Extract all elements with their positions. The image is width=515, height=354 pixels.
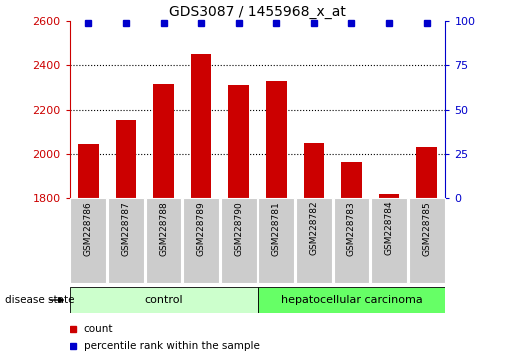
Bar bbox=[334, 198, 369, 283]
Text: GSM228787: GSM228787 bbox=[122, 201, 130, 256]
Text: GSM228790: GSM228790 bbox=[234, 201, 243, 256]
Text: GSM228788: GSM228788 bbox=[159, 201, 168, 256]
Bar bbox=[416, 147, 437, 198]
Bar bbox=[146, 198, 181, 283]
Text: percentile rank within the sample: percentile rank within the sample bbox=[84, 341, 260, 351]
Text: GSM228784: GSM228784 bbox=[385, 201, 393, 256]
Bar bbox=[266, 81, 287, 198]
Bar bbox=[221, 198, 256, 283]
Bar bbox=[379, 194, 400, 198]
Bar bbox=[371, 198, 407, 283]
Text: GSM228785: GSM228785 bbox=[422, 201, 431, 256]
Bar bbox=[296, 198, 332, 283]
Text: count: count bbox=[84, 324, 113, 333]
Bar bbox=[341, 162, 362, 198]
Text: GSM228783: GSM228783 bbox=[347, 201, 356, 256]
Bar bbox=[228, 85, 249, 198]
Text: hepatocellular carcinoma: hepatocellular carcinoma bbox=[281, 295, 422, 305]
Title: GDS3087 / 1455968_x_at: GDS3087 / 1455968_x_at bbox=[169, 5, 346, 19]
Text: control: control bbox=[144, 295, 183, 305]
Bar bbox=[259, 198, 294, 283]
Bar bbox=[71, 198, 106, 283]
Bar bbox=[191, 55, 212, 198]
Text: GSM228789: GSM228789 bbox=[197, 201, 205, 256]
Bar bbox=[153, 84, 174, 198]
Bar bbox=[409, 198, 444, 283]
Text: GSM228782: GSM228782 bbox=[310, 201, 318, 256]
Bar bbox=[78, 144, 99, 198]
Text: disease state: disease state bbox=[5, 295, 75, 305]
Bar bbox=[70, 287, 258, 313]
Bar bbox=[115, 120, 136, 198]
Bar bbox=[258, 287, 445, 313]
Text: GSM228786: GSM228786 bbox=[84, 201, 93, 256]
Bar bbox=[108, 198, 144, 283]
Text: GSM228781: GSM228781 bbox=[272, 201, 281, 256]
Bar bbox=[183, 198, 219, 283]
Bar bbox=[303, 143, 324, 198]
